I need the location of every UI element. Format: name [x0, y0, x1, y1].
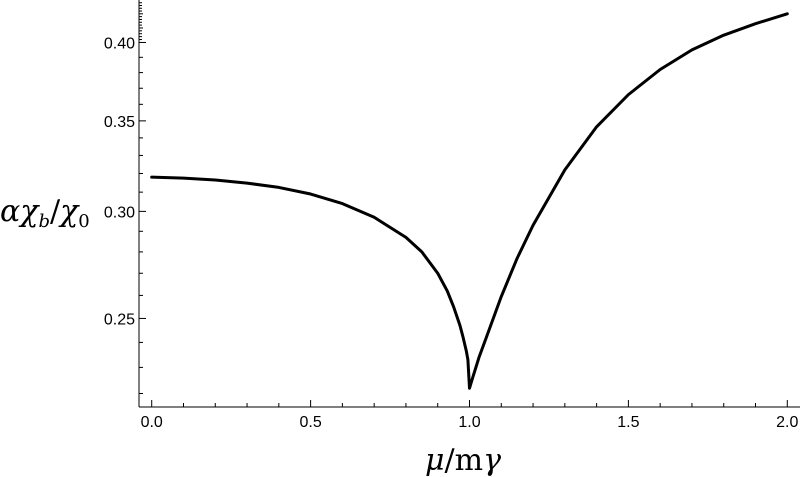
x-tick-label: 0.5 — [299, 414, 321, 431]
y-tick-label: 0.35 — [104, 114, 135, 131]
x-tick-labels: 0.0 0.5 1.0 1.5 2.0 — [141, 414, 799, 431]
x-axis-title: μ/mγ — [425, 443, 501, 477]
x-tick-label: 2.0 — [776, 414, 798, 431]
series-line-0 — [150, 12, 789, 390]
x-tick-label: 0.0 — [141, 414, 163, 431]
y-tick-label: 0.40 — [104, 35, 135, 52]
x-tick-label: 1.5 — [617, 414, 639, 431]
y-tick-label: 0.25 — [104, 311, 135, 328]
tick-marks — [139, 2, 788, 407]
y-tick-label: 0.30 — [104, 204, 135, 221]
y-tick-labels: 0.25 0.30 0.35 0.40 — [104, 35, 135, 328]
x-tick-label: 1.0 — [458, 414, 480, 431]
axes — [138, 0, 800, 408]
series-layer — [150, 12, 789, 390]
y-axis-title: αχb/χ0 — [0, 194, 90, 232]
